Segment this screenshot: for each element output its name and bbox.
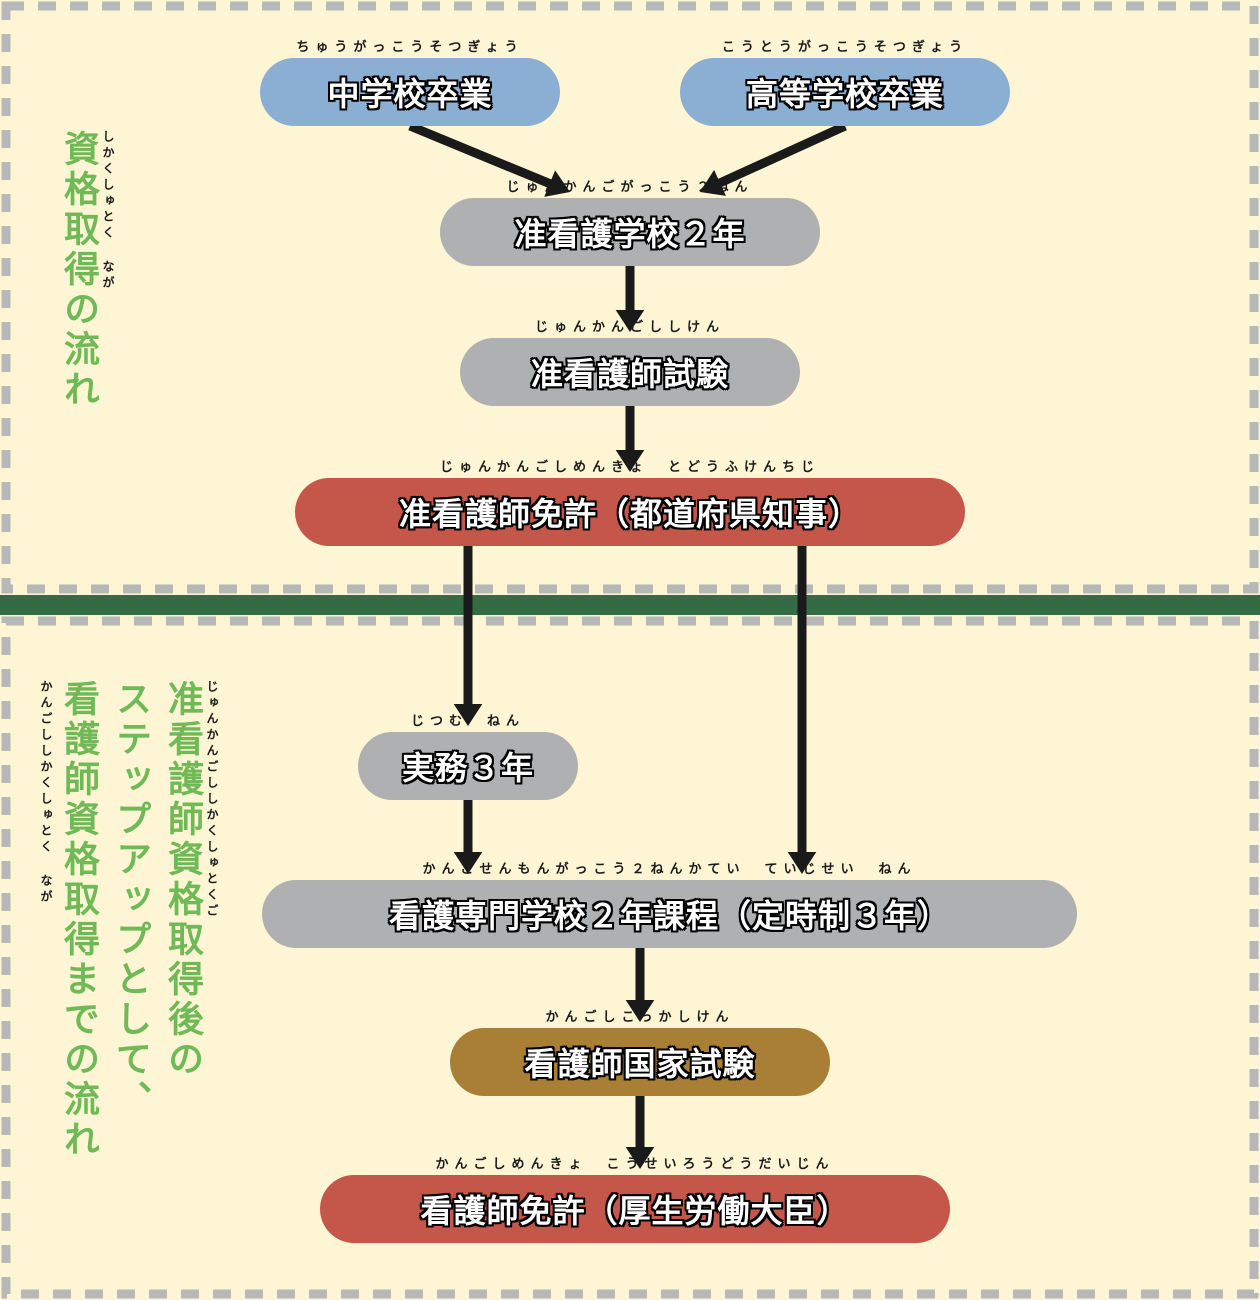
bottom-section-title-line-1: 准看護師資格取得後の: [156, 680, 210, 1080]
node-label: 高等学校卒業: [746, 69, 944, 115]
node-furi: こうとうがっこうそつぎょう: [680, 36, 1010, 55]
bottom-section-title-line-2: ステップアップとして、: [104, 680, 158, 1120]
bottom-section-title-furi-1: じゅんかんごししかくしゅとくご: [204, 680, 221, 920]
node-label: 准看護師試験: [531, 349, 729, 395]
node-nursing-school-2yr: かんごせんもんがっこう２ねんかてい ていじせい ねん 看護専門学校２年課程（定時…: [262, 880, 1077, 948]
node-assoc-nurse-school: じゅんかんごがっこう２ねん 准看護学校２年: [440, 198, 820, 266]
node-label: 准看護学校２年: [514, 209, 745, 255]
node-practice-3yr: じつむ ねん 実務３年: [358, 732, 578, 800]
node-assoc-nurse-license: じゅんかんごしめんきょ とどうふけんちじ 准看護師免許（都道府県知事）: [295, 478, 965, 546]
node-furi: じつむ ねん: [358, 710, 578, 729]
node-furi: じゅんかんごしめんきょ とどうふけんちじ: [295, 456, 965, 475]
node-label: 看護師国家試験: [524, 1039, 755, 1085]
node-label: 看護師免許（厚生労働大臣）: [420, 1186, 849, 1232]
node-label: 実務３年: [402, 743, 534, 789]
node-furi: かんごせんもんがっこう２ねんかてい ていじせい ねん: [262, 858, 1077, 877]
section-divider: [0, 595, 1260, 615]
node-assoc-nurse-exam: じゅんかんごししけん 准看護師試験: [460, 338, 800, 406]
arrows-layer: [0, 0, 1260, 1300]
node-label: 看護専門学校２年課程（定時制３年）: [389, 891, 950, 937]
top-section-title-furi: しかくしゅとく なが: [100, 130, 117, 292]
node-label: 准看護師免許（都道府県知事）: [399, 489, 861, 535]
node-furi: じゅんかんごがっこう２ねん: [440, 176, 820, 195]
top-section-title: 資格取得の流れ: [52, 130, 106, 410]
node-furi: ちゅうがっこうそつぎょう: [260, 36, 560, 55]
bottom-section-title-furi-3b: かんごししかくしゅとく なが: [38, 680, 55, 906]
bottom-section-title-line-3: 看護師資格取得までの流れ: [52, 680, 106, 1160]
node-furi: かんごしこっかしけん: [450, 1006, 830, 1025]
node-label: 中学校卒業: [327, 69, 492, 115]
node-nurse-license: かんごしめんきょ こうせいろうどうだいじん 看護師免許（厚生労働大臣）: [320, 1175, 950, 1243]
node-high-school-grad: こうとうがっこうそつぎょう 高等学校卒業: [680, 58, 1010, 126]
node-furi: じゅんかんごししけん: [460, 316, 800, 335]
node-national-nurse-exam: かんごしこっかしけん 看護師国家試験: [450, 1028, 830, 1096]
node-furi: かんごしめんきょ こうせいろうどうだいじん: [320, 1153, 950, 1172]
node-junior-high-grad: ちゅうがっこうそつぎょう 中学校卒業: [260, 58, 560, 126]
